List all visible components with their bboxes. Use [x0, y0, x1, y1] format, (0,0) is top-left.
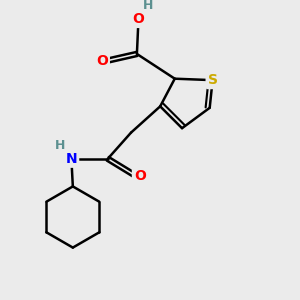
Text: H: H: [143, 0, 154, 12]
Text: O: O: [132, 12, 144, 26]
Text: O: O: [96, 54, 108, 68]
Text: S: S: [208, 73, 218, 87]
Text: H: H: [55, 139, 65, 152]
Text: N: N: [66, 152, 77, 166]
Text: O: O: [134, 169, 146, 183]
